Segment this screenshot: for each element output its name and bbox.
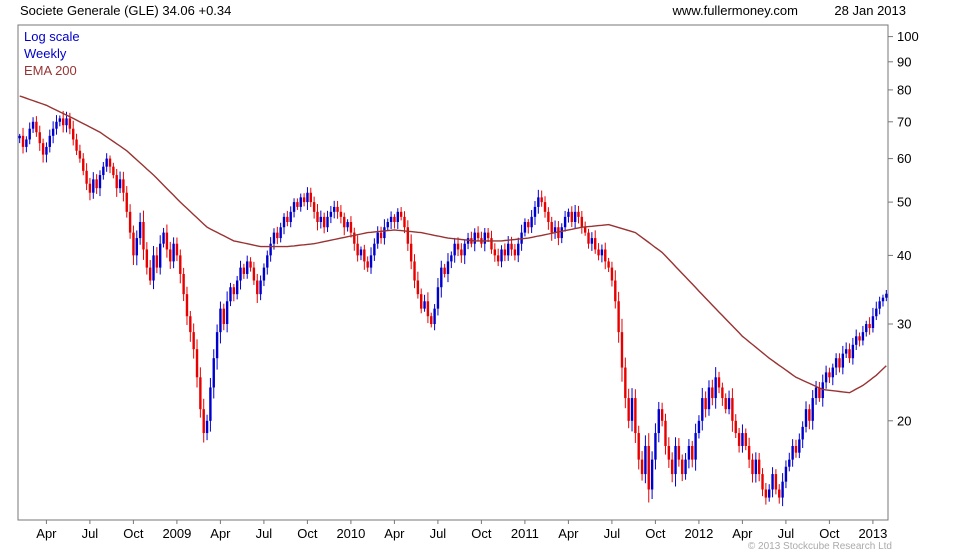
ema-line <box>19 95 887 394</box>
svg-text:2010: 2010 <box>336 526 365 541</box>
svg-text:2011: 2011 <box>511 526 539 541</box>
legend-ema-200: EMA 200 <box>24 63 77 78</box>
website-text: www.fullermoney.com <box>672 3 798 18</box>
svg-text:Oct: Oct <box>645 526 666 541</box>
svg-text:Oct: Oct <box>297 526 318 541</box>
svg-text:2012: 2012 <box>684 526 713 541</box>
svg-text:Apr: Apr <box>384 526 405 541</box>
date-text: 28 Jan 2013 <box>834 3 906 18</box>
legend-log-scale: Log scale <box>24 29 80 44</box>
svg-text:Oct: Oct <box>123 526 144 541</box>
plot-axes: 100 90 80 70 60 50 40 30 20 Apr Jul Oct 2009 Apr Jul Oc… <box>17 24 919 541</box>
svg-text:70: 70 <box>897 114 911 129</box>
chart-legend: Log scale Weekly EMA 200 <box>24 28 80 79</box>
svg-text:Apr: Apr <box>558 526 579 541</box>
svg-text:Jul: Jul <box>82 526 99 541</box>
svg-text:80: 80 <box>897 82 911 97</box>
svg-text:Jul: Jul <box>604 526 621 541</box>
svg-text:Apr: Apr <box>210 526 231 541</box>
svg-text:40: 40 <box>897 248 911 263</box>
copyright-text: © 2013 Stockcube Research Ltd <box>747 541 892 552</box>
svg-text:2009: 2009 <box>162 526 191 541</box>
svg-text:100: 100 <box>897 29 919 44</box>
svg-text:Jul: Jul <box>430 526 447 541</box>
chart-header: Societe Generale (GLE) 34.06 +0.34 www.f… <box>0 3 980 23</box>
svg-text:Jul: Jul <box>256 526 273 541</box>
svg-text:50: 50 <box>897 195 911 210</box>
svg-text:90: 90 <box>897 54 911 69</box>
svg-text:2013: 2013 <box>858 526 887 541</box>
svg-text:Oct: Oct <box>819 526 840 541</box>
svg-text:Apr: Apr <box>732 526 753 541</box>
svg-text:Jul: Jul <box>778 526 795 541</box>
svg-text:Oct: Oct <box>471 526 492 541</box>
page-title: Societe Generale (GLE) 34.06 +0.34 <box>20 3 232 18</box>
svg-text:20: 20 <box>897 413 911 428</box>
svg-text:60: 60 <box>897 151 911 166</box>
svg-text:Apr: Apr <box>36 526 57 541</box>
legend-weekly: Weekly <box>24 46 67 61</box>
svg-text:30: 30 <box>897 317 911 332</box>
